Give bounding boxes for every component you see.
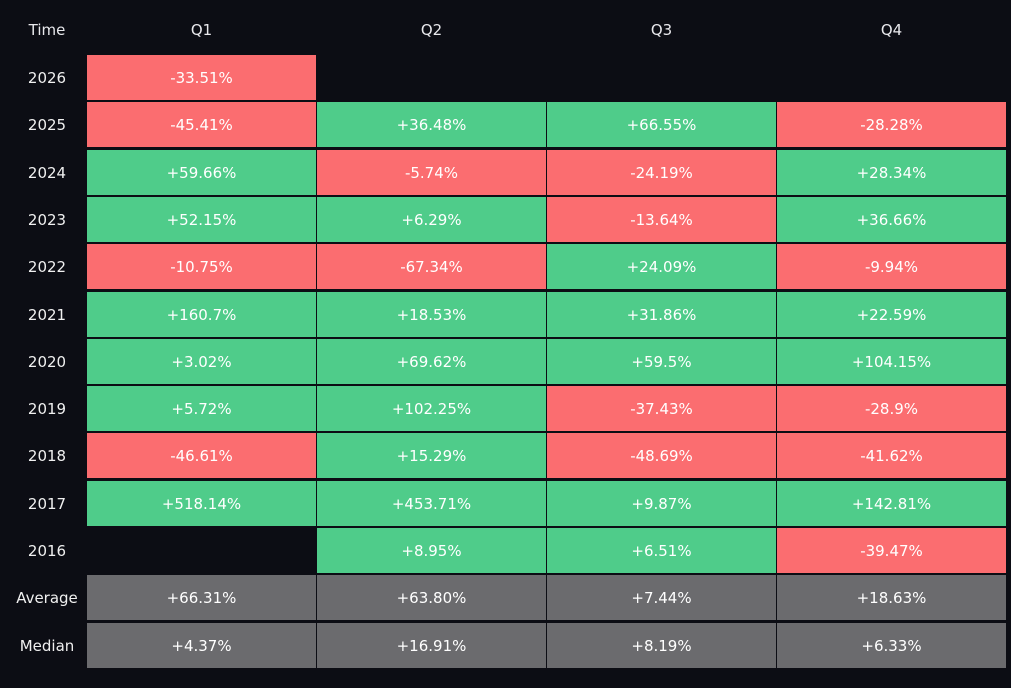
row-label-2016: 2016 <box>27 541 67 560</box>
row-label-average: Average <box>16 588 78 607</box>
cell-2018-q1: -46.61% <box>87 433 316 478</box>
row-label-2025: 2025 <box>27 115 67 134</box>
cell-average-q2: +63.80% <box>317 575 546 620</box>
cell-2020-q1: +3.02% <box>87 339 316 384</box>
cell-2019-q3: -37.43% <box>547 386 776 431</box>
cell-2019-q4: -28.9% <box>777 386 1006 431</box>
cell-2024-q2: -5.74% <box>317 150 546 195</box>
row-label-2020: 2020 <box>27 352 67 371</box>
cell-2021-q4: +22.59% <box>777 292 1006 337</box>
cell-2023-q4: +36.66% <box>777 197 1006 242</box>
cell-2022-q3: +24.09% <box>547 244 776 289</box>
cell-average-q3: +7.44% <box>547 575 776 620</box>
cell-2018-q2: +15.29% <box>317 433 546 478</box>
cell-2025-q2: +36.48% <box>317 102 546 147</box>
cell-2020-q2: +69.62% <box>317 339 546 384</box>
cell-2024-q3: -24.19% <box>547 150 776 195</box>
cell-2023-q2: +6.29% <box>317 197 546 242</box>
cell-2018-q3: -48.69% <box>547 433 776 478</box>
row-label-2026: 2026 <box>27 68 67 87</box>
cell-2019-q2: +102.25% <box>317 386 546 431</box>
cell-2017-q3: +9.87% <box>547 481 776 526</box>
cell-median-q3: +8.19% <box>547 623 776 668</box>
cell-2021-q1: +160.7% <box>87 292 316 337</box>
header-q4: Q4 <box>880 21 903 39</box>
row-label-2023: 2023 <box>27 210 67 229</box>
row-label-2017: 2017 <box>27 494 67 513</box>
cell-2025-q4: -28.28% <box>777 102 1006 147</box>
cell-median-q4: +6.33% <box>777 623 1006 668</box>
header-q3: Q3 <box>650 21 673 39</box>
row-label-2022: 2022 <box>27 257 67 276</box>
cell-median-q1: +4.37% <box>87 623 316 668</box>
cell-average-q1: +66.31% <box>87 575 316 620</box>
cell-2025-q3: +66.55% <box>547 102 776 147</box>
cell-2022-q4: -9.94% <box>777 244 1006 289</box>
cell-2024-q4: +28.34% <box>777 150 1006 195</box>
header-time: Time <box>28 21 66 39</box>
row-label-median: Median <box>19 636 75 655</box>
cell-2023-q3: -13.64% <box>547 197 776 242</box>
cell-2020-q3: +59.5% <box>547 339 776 384</box>
cell-2016-q3: +6.51% <box>547 528 776 573</box>
header-q1: Q1 <box>190 21 213 39</box>
cell-2021-q3: +31.86% <box>547 292 776 337</box>
row-label-2018: 2018 <box>27 446 67 465</box>
row-label-2019: 2019 <box>27 399 67 418</box>
cell-2016-q4: -39.47% <box>777 528 1006 573</box>
cell-2021-q2: +18.53% <box>317 292 546 337</box>
row-label-2021: 2021 <box>27 305 67 324</box>
cell-2024-q1: +59.66% <box>87 150 316 195</box>
row-label-2024: 2024 <box>27 163 67 182</box>
cell-2023-q1: +52.15% <box>87 197 316 242</box>
cell-2017-q4: +142.81% <box>777 481 1006 526</box>
cell-2017-q2: +453.71% <box>317 481 546 526</box>
cell-2020-q4: +104.15% <box>777 339 1006 384</box>
cell-2026-q1: -33.51% <box>87 55 316 100</box>
cell-2022-q2: -67.34% <box>317 244 546 289</box>
cell-median-q2: +16.91% <box>317 623 546 668</box>
header-q2: Q2 <box>420 21 443 39</box>
cell-2018-q4: -41.62% <box>777 433 1006 478</box>
cell-2016-q2: +8.95% <box>317 528 546 573</box>
cell-2022-q1: -10.75% <box>87 244 316 289</box>
cell-average-q4: +18.63% <box>777 575 1006 620</box>
cell-2025-q1: -45.41% <box>87 102 316 147</box>
cell-2019-q1: +5.72% <box>87 386 316 431</box>
cell-2017-q1: +518.14% <box>87 481 316 526</box>
